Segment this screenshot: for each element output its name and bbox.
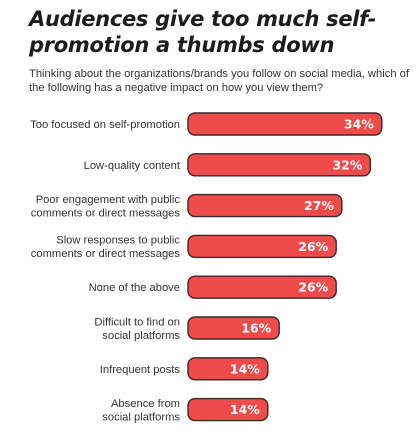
category-label: Low-quality content: [84, 160, 181, 172]
bar: [187, 153, 372, 177]
bar-row: 26% None of the above: [89, 275, 337, 299]
bar-value-label: 26%: [298, 239, 328, 254]
bar-row: 34% Too focused on self-promotion: [30, 112, 383, 136]
category-label-line: Too focused on self-promotion: [30, 119, 180, 131]
bar: [187, 357, 269, 381]
bar-value-label: 14%: [230, 402, 260, 417]
bar-value-label: 14%: [230, 361, 260, 376]
category-label-line: social platforms: [102, 330, 180, 342]
bar-value-label: 16%: [241, 321, 271, 336]
bar-value-label: 26%: [298, 280, 328, 295]
bar: [187, 112, 383, 136]
bar: [187, 234, 337, 259]
category-label-line: Absence from: [111, 398, 180, 410]
bar-row: 27% Poor engagement with public comments o…: [31, 193, 343, 220]
bar-row: 26% Slow responses to public comments or d…: [31, 234, 337, 261]
bar: [187, 397, 269, 422]
bar-row: 14% Absence from social platforms: [102, 397, 269, 424]
category-label-line: comments or direct messages: [31, 207, 181, 219]
category-label-line: Slow responses to public: [56, 235, 180, 247]
category-label: Infrequent posts: [100, 364, 181, 376]
chart-title: Audiences give too much self-promotion a…: [29, 7, 377, 57]
bar-value-label: 27%: [304, 198, 334, 213]
category-label-line: Infrequent posts: [100, 364, 181, 376]
bar-value-label: 32%: [332, 157, 362, 172]
category-label: Poor engagement with public comments or d…: [31, 194, 181, 220]
category-label-line: None of the above: [89, 282, 180, 294]
category-label: Slow responses to public comments or dire…: [31, 235, 181, 261]
category-label-line: social platforms: [102, 411, 180, 423]
category-label: None of the above: [89, 282, 180, 294]
category-label-line: Poor engagement with public: [36, 194, 181, 206]
category-label: Too focused on self-promotion: [30, 119, 180, 131]
category-label: Absence from social platforms: [102, 398, 180, 424]
category-label-line: Low-quality content: [84, 160, 181, 172]
bar-row: 32% Low-quality content: [84, 153, 372, 177]
chart-subtitle: Thinking about the organizations/brands …: [29, 68, 409, 94]
bar: [187, 193, 343, 218]
bar-value-label: 34%: [344, 117, 374, 132]
bar-row: 16% Difficult to find on social platforms: [94, 316, 280, 342]
bar-row: 14% Infrequent posts: [100, 357, 269, 381]
category-label-line: comments or direct messages: [31, 248, 181, 260]
category-label-line: Difficult to find on: [94, 316, 180, 328]
bar: [187, 316, 280, 340]
category-label: Difficult to find on social platforms: [94, 316, 180, 342]
bar: [187, 275, 337, 299]
